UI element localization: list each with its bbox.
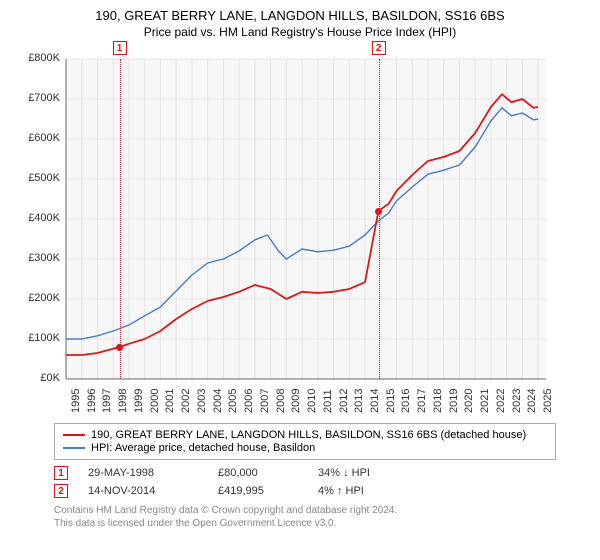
x-axis-label: 2002 bbox=[180, 389, 192, 413]
legend-swatch-price bbox=[63, 434, 85, 436]
y-axis-label: £700K bbox=[20, 92, 60, 104]
legend-label: HPI: Average price, detached house, Basi… bbox=[91, 442, 315, 454]
marker-number: 2 bbox=[58, 486, 64, 497]
x-axis-label: 2018 bbox=[432, 389, 444, 413]
footer-attribution: Contains HM Land Registry data © Crown c… bbox=[54, 504, 556, 530]
x-axis-label: 2019 bbox=[448, 389, 460, 413]
x-axis-label: 2001 bbox=[164, 389, 176, 413]
y-axis-label: £100K bbox=[20, 332, 60, 344]
transaction-diff: 34% ↓ HPI bbox=[318, 467, 398, 479]
x-axis-label: 2007 bbox=[259, 389, 271, 413]
x-axis-label: 2024 bbox=[526, 389, 538, 413]
legend: 190, GREAT BERRY LANE, LANGDON HILLS, BA… bbox=[54, 423, 556, 460]
x-axis-label: 2025 bbox=[542, 389, 554, 413]
chart-subtitle: Price paid vs. HM Land Registry's House … bbox=[10, 25, 590, 39]
x-axis-label: 2016 bbox=[400, 389, 412, 413]
x-axis-label: 1995 bbox=[70, 389, 82, 413]
x-axis-label: 2005 bbox=[227, 389, 239, 413]
legend-item: 190, GREAT BERRY LANE, LANGDON HILLS, BA… bbox=[63, 429, 547, 441]
marker-vline bbox=[379, 59, 380, 379]
x-axis-label: 2003 bbox=[196, 389, 208, 413]
x-axis-label: 2014 bbox=[369, 389, 381, 413]
x-axis-label: 2022 bbox=[495, 389, 507, 413]
chart-plot-area: £0K £100K £200K £300K £400K £500K £600K £700K £8… bbox=[20, 49, 580, 419]
transaction-price: £419,995 bbox=[218, 485, 298, 497]
transaction-marker-icon: 2 bbox=[54, 484, 68, 498]
legend-item: HPI: Average price, detached house, Basi… bbox=[63, 442, 547, 454]
transaction-table: 1 29-MAY-1998 £80,000 34% ↓ HPI 2 14-NOV… bbox=[54, 466, 556, 498]
x-axis-label: 1998 bbox=[117, 389, 129, 413]
y-axis-label: £300K bbox=[20, 252, 60, 264]
footer-line: Contains HM Land Registry data © Crown c… bbox=[54, 504, 556, 517]
chart-svg bbox=[20, 49, 566, 399]
transaction-date: 14-NOV-2014 bbox=[88, 485, 198, 497]
x-axis-label: 2000 bbox=[149, 389, 161, 413]
y-axis-label: £400K bbox=[20, 212, 60, 224]
chart-title: 190, GREAT BERRY LANE, LANGDON HILLS, BA… bbox=[10, 8, 590, 23]
x-axis-label: 2010 bbox=[306, 389, 318, 413]
marker-number: 1 bbox=[58, 468, 64, 479]
transaction-row: 2 14-NOV-2014 £419,995 4% ↑ HPI bbox=[54, 484, 556, 498]
x-axis-label: 2008 bbox=[275, 389, 287, 413]
chart-marker-dot bbox=[116, 344, 123, 351]
x-axis-label: 1997 bbox=[101, 389, 113, 413]
x-axis-label: 2023 bbox=[511, 389, 523, 413]
legend-label: 190, GREAT BERRY LANE, LANGDON HILLS, BA… bbox=[91, 429, 526, 441]
chart-marker-dot bbox=[375, 208, 382, 215]
x-axis-label: 2009 bbox=[290, 389, 302, 413]
y-axis-label: £200K bbox=[20, 292, 60, 304]
x-axis-label: 2006 bbox=[243, 389, 255, 413]
x-axis-label: 2012 bbox=[338, 389, 350, 413]
x-axis-label: 1999 bbox=[133, 389, 145, 413]
y-axis-label: £600K bbox=[20, 132, 60, 144]
transaction-marker-icon: 1 bbox=[54, 466, 68, 480]
x-axis-label: 2011 bbox=[322, 389, 334, 413]
legend-swatch-hpi bbox=[63, 447, 85, 449]
chart-marker-box: 2 bbox=[372, 41, 386, 55]
footer-line: This data is licensed under the Open Gov… bbox=[54, 517, 556, 530]
x-axis-label: 2020 bbox=[463, 389, 475, 413]
transaction-date: 29-MAY-1998 bbox=[88, 467, 198, 479]
x-axis-label: 2015 bbox=[385, 389, 397, 413]
marker-vline bbox=[120, 59, 121, 379]
transaction-price: £80,000 bbox=[218, 467, 298, 479]
y-axis-label: £500K bbox=[20, 172, 60, 184]
x-axis-label: 2013 bbox=[353, 389, 365, 413]
chart-container: 190, GREAT BERRY LANE, LANGDON HILLS, BA… bbox=[0, 0, 600, 560]
y-axis-label: £800K bbox=[20, 52, 60, 64]
x-axis-label: 1996 bbox=[86, 389, 98, 413]
x-axis-label: 2021 bbox=[479, 389, 491, 413]
transaction-row: 1 29-MAY-1998 £80,000 34% ↓ HPI bbox=[54, 466, 556, 480]
chart-marker-box: 1 bbox=[113, 41, 127, 55]
y-axis-label: £0K bbox=[20, 372, 60, 384]
transaction-diff: 4% ↑ HPI bbox=[318, 485, 398, 497]
x-axis-label: 2004 bbox=[212, 389, 224, 413]
x-axis-label: 2017 bbox=[416, 389, 428, 413]
